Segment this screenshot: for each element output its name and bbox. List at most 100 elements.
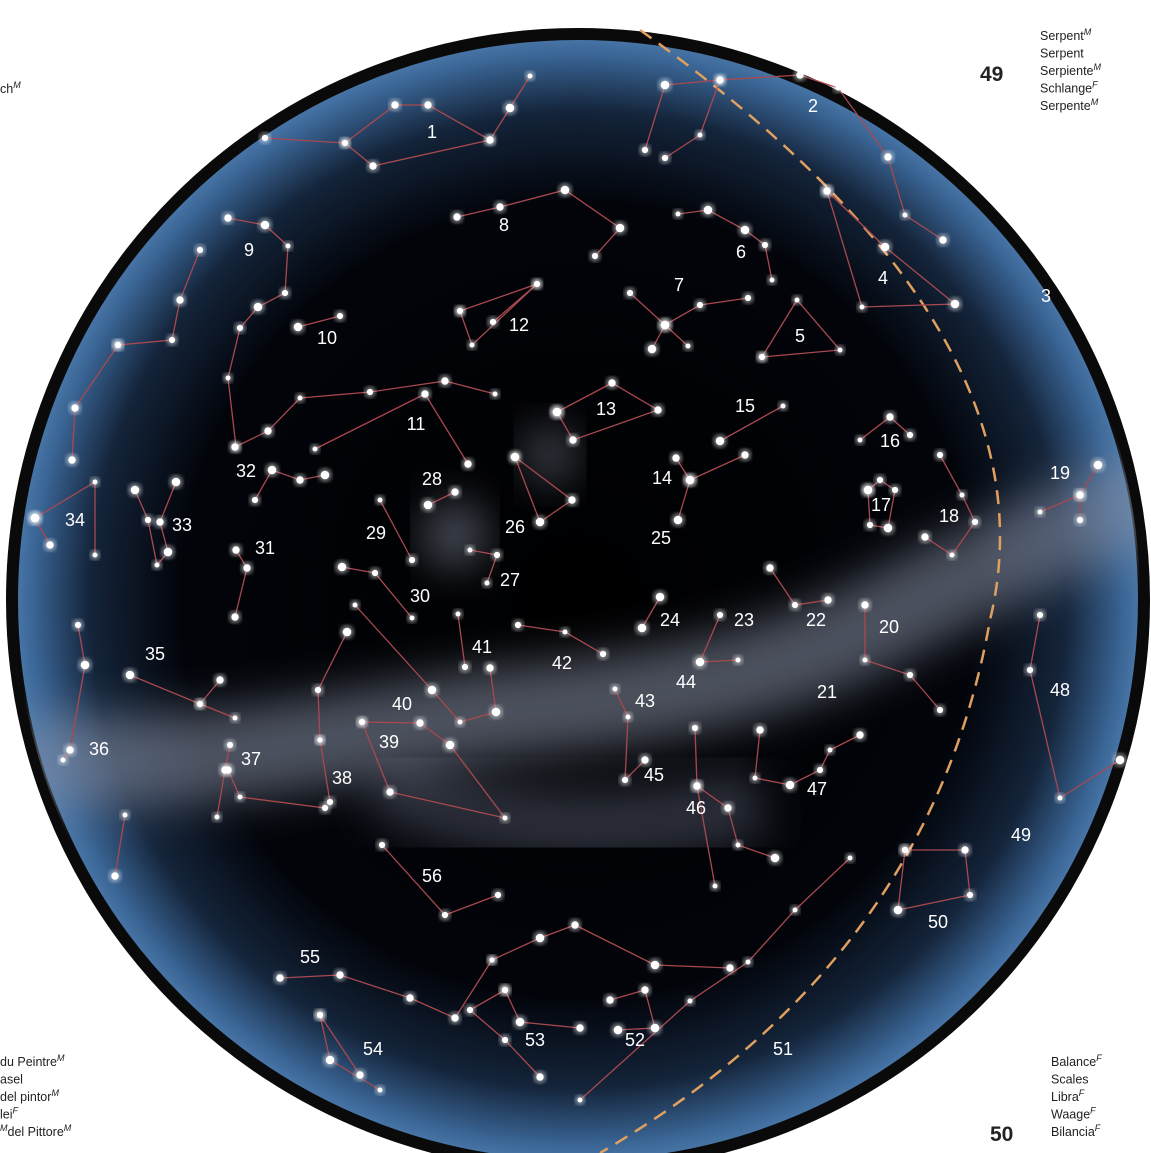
name-line: Serpent	[1040, 47, 1084, 61]
star	[320, 470, 330, 480]
star	[224, 766, 232, 774]
star	[406, 994, 414, 1002]
star	[621, 776, 629, 784]
star	[441, 377, 449, 385]
star	[515, 1017, 525, 1027]
constellation-number: 8	[499, 215, 509, 235]
star	[276, 974, 284, 982]
constellation-number: 7	[674, 275, 684, 295]
constellation-number: 33	[172, 515, 192, 535]
star	[491, 707, 501, 717]
star	[936, 451, 944, 459]
star	[111, 872, 119, 880]
constellation-number: 11	[407, 414, 426, 434]
entry-number: 49	[980, 63, 1003, 86]
figure-line	[379, 499, 413, 561]
constellation-number: 39	[379, 732, 399, 752]
gender-mark: M	[57, 1053, 65, 1063]
gender-mark: F	[1096, 1053, 1102, 1063]
constellation-number: 31	[255, 538, 275, 558]
star	[769, 277, 775, 283]
name-line: WaageF	[1051, 1106, 1096, 1122]
constellation-figures	[28, 68, 1127, 1105]
star	[484, 580, 490, 586]
star	[673, 515, 683, 525]
star	[321, 804, 329, 812]
constellation-labels: 1234567891011121314151617181920212223242…	[65, 96, 1070, 1059]
star	[92, 552, 98, 558]
star	[712, 883, 718, 889]
star	[232, 546, 240, 554]
constellation-number: 42	[552, 653, 572, 673]
star	[267, 465, 277, 475]
star	[296, 476, 304, 484]
figure-line	[117, 249, 201, 346]
constellation-number: 3	[1041, 286, 1051, 306]
star	[971, 518, 979, 526]
star	[847, 855, 853, 861]
name: Balance	[1051, 1055, 1096, 1069]
star	[715, 436, 725, 446]
name-line: Scales	[1051, 1073, 1089, 1087]
star	[785, 780, 795, 790]
star	[358, 718, 366, 726]
star	[661, 154, 669, 162]
name-line: BilanciaF	[1051, 1123, 1101, 1139]
star	[253, 302, 263, 312]
star	[342, 140, 348, 146]
star	[391, 101, 399, 109]
constellation-number: 26	[505, 517, 525, 537]
star	[30, 513, 40, 523]
star	[377, 1087, 383, 1093]
star	[216, 676, 224, 684]
constellation-number: 36	[89, 739, 109, 759]
constellation-number: 15	[735, 396, 755, 416]
star	[421, 390, 429, 398]
star	[196, 246, 204, 254]
constellation-number: 9	[244, 240, 254, 260]
star	[74, 621, 82, 629]
star	[316, 1011, 324, 1019]
constellation-number: 13	[596, 399, 616, 419]
star	[599, 650, 607, 658]
star	[1037, 509, 1043, 515]
star	[501, 1036, 509, 1044]
constellation-number: 49	[1011, 825, 1031, 845]
gender-mark: F	[1095, 1123, 1101, 1133]
star	[243, 564, 251, 572]
star	[225, 375, 231, 381]
star	[884, 153, 892, 161]
entry-number: 50	[990, 1123, 1013, 1146]
name: asel	[0, 1073, 23, 1087]
gender-mark: F	[1092, 80, 1098, 90]
constellation-number: 50	[928, 912, 948, 932]
star	[197, 701, 203, 707]
star	[68, 456, 76, 464]
star	[615, 223, 625, 233]
star	[613, 1025, 623, 1035]
star	[655, 592, 665, 602]
star	[336, 971, 344, 979]
star	[837, 347, 843, 353]
gender-mark: M	[1084, 27, 1092, 37]
star	[297, 395, 303, 401]
star	[761, 241, 769, 249]
star	[130, 485, 140, 495]
name-line: del pintorM	[0, 1088, 59, 1104]
star	[461, 663, 469, 671]
star	[46, 541, 54, 549]
constellation-number: 23	[734, 610, 754, 630]
figure-line	[319, 739, 331, 803]
star	[156, 518, 164, 526]
figure-line	[297, 315, 341, 328]
star	[876, 476, 884, 484]
name: Serpente	[1040, 99, 1091, 113]
star	[660, 80, 670, 90]
constellation-number: 14	[652, 468, 672, 488]
name: Serpent	[1040, 47, 1084, 61]
star	[859, 304, 865, 310]
legend-texts: 49SerpentMSerpentSerpienteMSchlangeFSerp…	[0, 27, 1102, 1146]
figure-line	[199, 703, 236, 719]
constellation-number: 35	[145, 644, 165, 664]
